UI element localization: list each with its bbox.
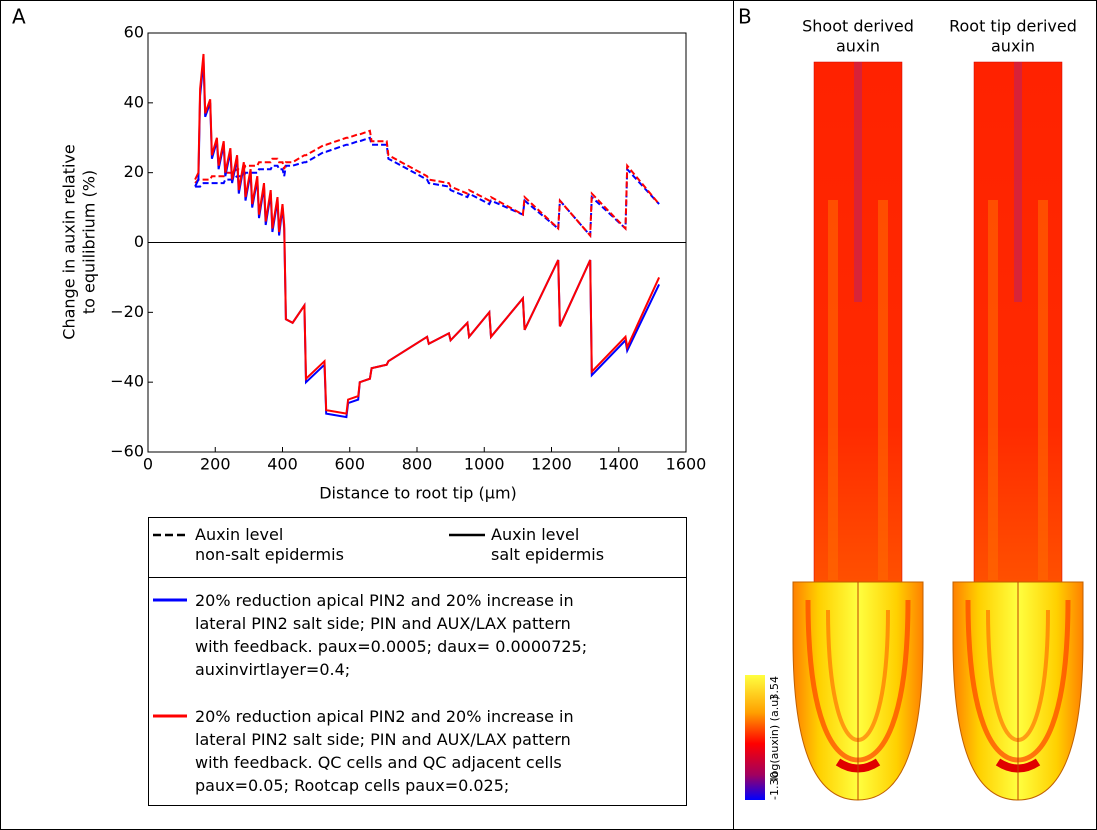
legend-label: 20% reduction apical PIN2 and 20% increa…: [195, 707, 574, 726]
colorbar-labels: log(auxin) (a.u)3.54 -1.30: [768, 676, 781, 800]
x-tick-label: 1200: [531, 455, 572, 474]
root-title: Root tip derived: [949, 17, 1077, 36]
legend-label: lateral PIN2 salt side; PIN and AUX/LAX …: [195, 614, 571, 633]
series-line: [194, 129, 660, 239]
colorbar-min: -1.30: [768, 772, 781, 800]
legend-label: non-salt epidermis: [195, 545, 344, 564]
y-tick-label: 40: [124, 92, 144, 111]
legend-label: Auxin level: [195, 525, 283, 544]
x-tick-label: 600: [334, 455, 365, 474]
x-tick-label: 1000: [464, 455, 505, 474]
colorbar-label: log(auxin) (a.u): [768, 696, 781, 781]
legend-label: Auxin level: [491, 525, 579, 544]
y-tick-label: 0: [134, 232, 144, 251]
x-tick-label: 200: [200, 455, 231, 474]
x-tick-label: 1600: [666, 455, 707, 474]
y-axis-label: Change in auxin relative: [60, 144, 79, 339]
legend-label: with feedback. QC cells and QC adjacent …: [195, 753, 562, 772]
root-title: Shoot derived: [802, 17, 914, 36]
legend-label: auxinvirtlayer=0.4;: [195, 660, 350, 679]
y-tick-label: −20: [110, 302, 144, 321]
x-tick-label: 1400: [598, 455, 639, 474]
y-tick-label: −60: [110, 442, 144, 461]
legend-label: 20% reduction apical PIN2 and 20% increa…: [195, 591, 574, 610]
legend-label: paux=0.05; Rootcap cells paux=0.025;: [195, 776, 509, 795]
x-tick-label: 400: [267, 455, 298, 474]
x-tick-label: 0: [143, 455, 153, 474]
legend-label: lateral PIN2 salt side; PIN and AUX/LAX …: [195, 730, 571, 749]
series-line: [194, 53, 661, 415]
colorbar-max: 3.54: [768, 676, 781, 701]
x-axis-label: Distance to root tip (μm): [319, 484, 517, 503]
y-tick-label: 20: [124, 162, 144, 181]
legend-box: [148, 517, 687, 806]
panel-label: B: [738, 5, 752, 29]
y-axis-label: to equilibrium (%): [80, 170, 99, 314]
y-tick-label: −40: [110, 372, 144, 391]
panel-label: A: [12, 5, 26, 29]
root-title: auxin: [991, 37, 1035, 56]
series-line: [195, 136, 660, 239]
colorbar: [745, 675, 765, 800]
series-line: [194, 60, 661, 419]
y-tick-label: 60: [124, 23, 144, 42]
x-tick-label: 800: [402, 455, 433, 474]
legend-label: with feedback. paux=0.0005; daux= 0.0000…: [195, 637, 587, 656]
legend-label: salt epidermis: [491, 545, 604, 564]
root-title: auxin: [836, 37, 880, 56]
